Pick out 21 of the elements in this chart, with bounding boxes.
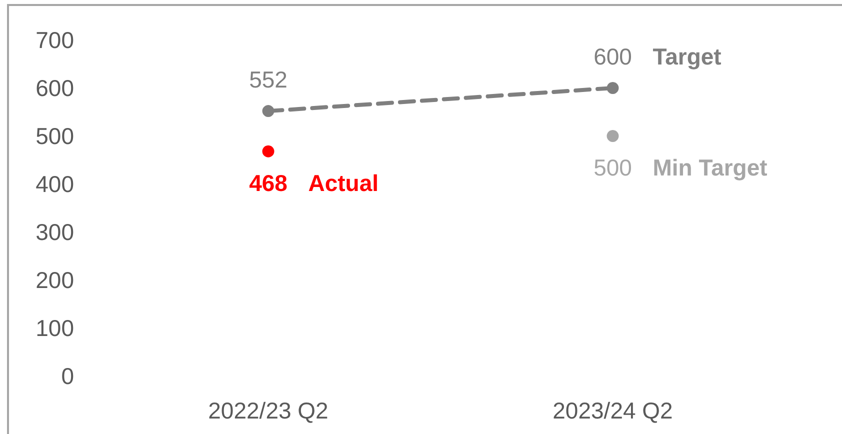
series-label: Actual [308, 170, 379, 196]
y-tick-label: 100 [36, 315, 74, 341]
point [262, 145, 274, 158]
y-tick-label: 0 [61, 363, 74, 389]
y-tick-label: 300 [36, 219, 74, 245]
data-label: 468 [249, 170, 288, 196]
y-tick-label: 400 [36, 171, 74, 197]
data-label: 552 [249, 66, 288, 93]
y-tick-label: 500 [36, 123, 74, 149]
series-label: Min Target [652, 154, 768, 180]
data-label: 500 [594, 154, 632, 180]
y-tick-label: 700 [36, 27, 74, 53]
y-tick-label: 600 [36, 75, 74, 101]
x-tick-label: 2022/23 Q2 [208, 398, 328, 424]
point [262, 105, 274, 118]
point [606, 82, 619, 94]
series-label: Target [652, 44, 722, 70]
x-tick-label: 2023/24 Q2 [552, 398, 673, 424]
y-tick-label: 200 [36, 267, 74, 293]
data-label: 600 [594, 44, 632, 70]
point [606, 130, 619, 142]
